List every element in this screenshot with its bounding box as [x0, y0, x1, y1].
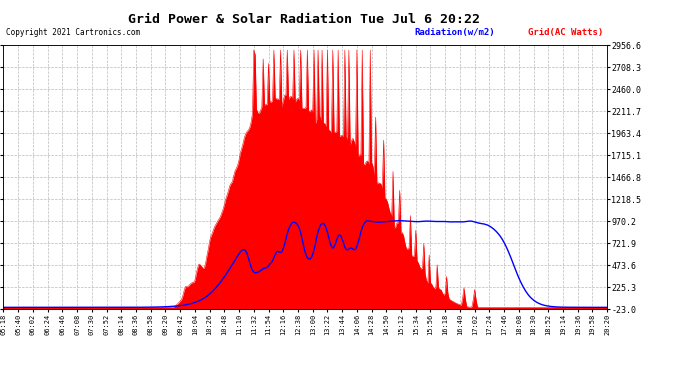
Text: Copyright 2021 Cartronics.com: Copyright 2021 Cartronics.com [6, 28, 139, 37]
Text: Grid(AC Watts): Grid(AC Watts) [528, 28, 603, 37]
Text: Radiation(w/m2): Radiation(w/m2) [414, 28, 495, 37]
Text: Grid Power & Solar Radiation Tue Jul 6 20:22: Grid Power & Solar Radiation Tue Jul 6 2… [128, 13, 480, 26]
